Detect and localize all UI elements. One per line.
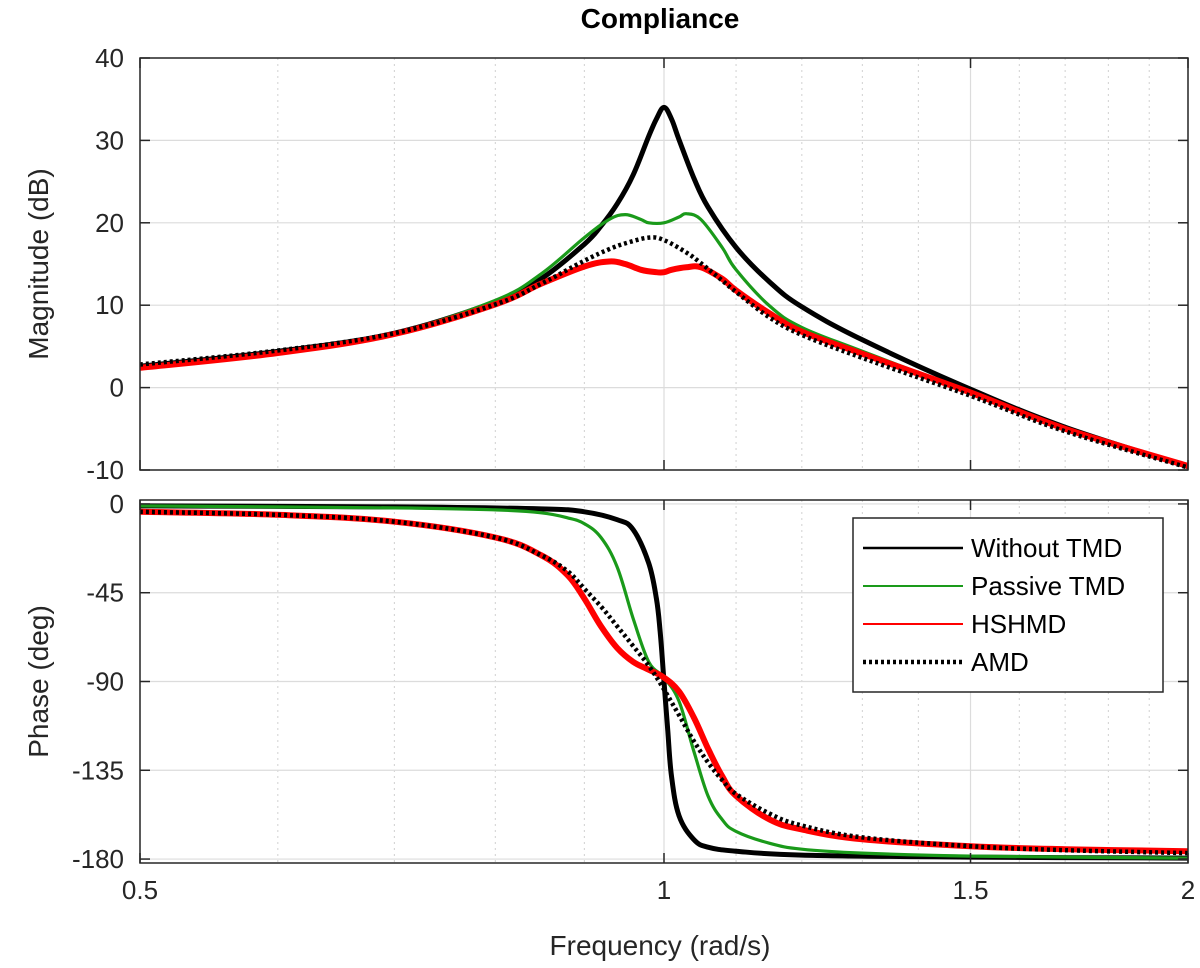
x-tick-label: 0.5 <box>122 875 158 905</box>
magnitude-series-group <box>140 104 1188 470</box>
chart-title: Compliance <box>581 3 740 34</box>
magnitude-y-axis-label: Magnitude (dB) <box>23 168 54 359</box>
magnitude-series-hshmd <box>140 258 1188 469</box>
phase-series-group <box>140 503 1188 861</box>
x-tick-label: 1.5 <box>952 875 988 905</box>
phase-y-tick-label: -90 <box>86 667 124 697</box>
magnitude-y-tick-label: 20 <box>95 208 124 238</box>
magnitude-series-amd <box>140 235 1188 470</box>
magnitude-y-tick-label: 30 <box>95 125 124 155</box>
phase-y-tick-label: -45 <box>86 578 124 608</box>
x-tick-label: 1 <box>657 875 671 905</box>
phase-series-amd <box>140 509 1188 856</box>
legend-label-hshmd: HSHMD <box>971 609 1066 639</box>
magnitude-y-tick-label: -10 <box>86 455 124 485</box>
phase-series-without-tmd <box>140 503 1188 861</box>
phase-y-tick-label: -135 <box>72 755 124 785</box>
legend-label-passive-tmd: Passive TMD <box>971 571 1125 601</box>
legend-label-without-tmd: Without TMD <box>971 533 1122 563</box>
x-axis-label: Frequency (rad/s) <box>550 930 771 961</box>
legend-label-amd: AMD <box>971 647 1029 677</box>
phase-y-axis-label: Phase (deg) <box>23 605 54 758</box>
phase-y-tick-label: -180 <box>72 844 124 874</box>
magnitude-y-tick-label: 0 <box>110 373 124 403</box>
phase-y-tick-label: 0 <box>110 489 124 519</box>
magnitude-y-tick-label: 40 <box>95 43 124 73</box>
magnitude-panel: -10 0 10 20 30 40 Magnitude (dB) <box>23 43 1189 485</box>
magnitude-y-tick-label: 10 <box>95 290 124 320</box>
x-tick-label: 2 <box>1181 875 1195 905</box>
legend: Without TMD Passive TMD HSHMD AMD <box>852 517 1164 693</box>
